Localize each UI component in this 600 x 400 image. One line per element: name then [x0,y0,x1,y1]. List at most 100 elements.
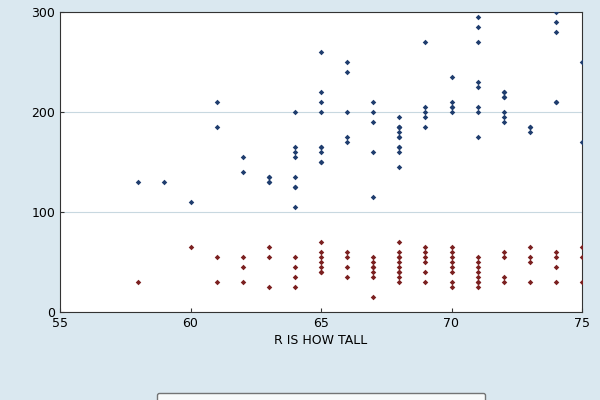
Point [421,114,430,120]
Point [212,124,221,130]
Point [473,279,482,285]
Point [368,269,378,275]
Point [395,144,404,150]
Point [473,284,482,290]
Point [551,99,561,105]
Point [343,254,352,260]
Point [395,124,404,130]
Point [395,254,404,260]
Point [551,264,561,270]
Point [264,179,274,185]
Point [316,49,326,55]
Point [395,249,404,255]
Point [525,254,535,260]
Point [395,279,404,285]
Point [368,274,378,280]
Point [316,89,326,95]
X-axis label: R IS HOW TALL: R IS HOW TALL [274,334,368,347]
Point [551,9,561,15]
Point [395,124,404,130]
Point [499,89,509,95]
Point [343,134,352,140]
Point [368,254,378,260]
Point [316,269,326,275]
Point [290,264,300,270]
Point [395,134,404,140]
Point [368,149,378,155]
Point [473,279,482,285]
Point [421,259,430,265]
Point [551,249,561,255]
Point [395,144,404,150]
Point [212,99,221,105]
Point [264,254,274,260]
Point [446,74,457,80]
Point [525,259,535,265]
Point [446,249,457,255]
Point [316,159,326,165]
Point [577,279,587,285]
Point [446,109,457,115]
Point [473,134,482,140]
Point [290,109,300,115]
Point [290,274,300,280]
Point [421,104,430,110]
Point [473,84,482,90]
Point [525,244,535,250]
Point [290,154,300,160]
Point [316,249,326,255]
Point [343,139,352,145]
Point [290,184,300,190]
Point [160,179,169,185]
Point [316,259,326,265]
Point [238,279,248,285]
Point [290,144,300,150]
Point [368,264,378,270]
Point [368,119,378,125]
Point [473,254,482,260]
Point [395,269,404,275]
Point [395,149,404,155]
Point [368,264,378,270]
Point [290,254,300,260]
Point [316,159,326,165]
Point [186,199,196,205]
Point [551,29,561,35]
Point [446,259,457,265]
Point [368,194,378,200]
Point [473,109,482,115]
Point [446,244,457,250]
Point [473,264,482,270]
Point [446,269,457,275]
Point [395,259,404,265]
Point [499,249,509,255]
Point [395,164,404,170]
Point [577,254,587,260]
Point [316,99,326,105]
Point [343,69,352,75]
Point [525,124,535,130]
Point [421,249,430,255]
Point [421,269,430,275]
Point [290,184,300,190]
Point [264,284,274,290]
Point [238,169,248,175]
Point [421,254,430,260]
Point [499,254,509,260]
Point [212,254,221,260]
Point [446,99,457,105]
Point [316,239,326,245]
Point [186,244,196,250]
Point [134,179,143,185]
Point [499,114,509,120]
Point [238,154,248,160]
Point [446,284,457,290]
Point [525,129,535,135]
Point [316,149,326,155]
Point [343,109,352,115]
Point [395,254,404,260]
Point [499,89,509,95]
Point [368,259,378,265]
Point [290,284,300,290]
Point [395,114,404,120]
